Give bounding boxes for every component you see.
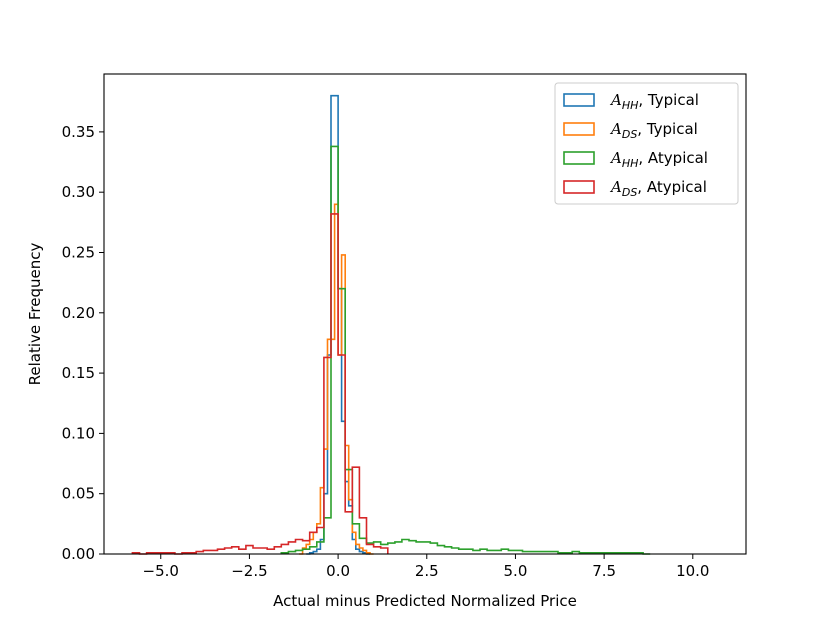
x-tick-label: 2.5: [415, 562, 439, 580]
legend-item: AHH, Typical: [563, 91, 699, 112]
legend-item: ADS, Typical: [563, 120, 698, 141]
x-tick-label: −2.5: [231, 562, 267, 580]
legend-label: AHH, Typical: [609, 91, 699, 112]
y-axis-label: Relative Frequency: [26, 243, 44, 386]
legend-label: AHH, Atypical: [609, 149, 708, 170]
y-tick-label: 0.25: [62, 243, 95, 261]
y-tick-label: 0.15: [62, 364, 95, 382]
legend-item: AHH, Atypical: [563, 149, 708, 170]
x-tick-label: 0.0: [326, 562, 350, 580]
y-tick-label: 0.35: [62, 123, 95, 141]
y-tick-label: 0.05: [62, 485, 95, 503]
x-tick-label: 10.0: [676, 562, 709, 580]
x-tick-label: 7.5: [592, 562, 616, 580]
y-tick-label: 0.30: [62, 183, 95, 201]
x-tick-label: 5.0: [504, 562, 528, 580]
legend-label: ADS, Typical: [609, 120, 698, 141]
y-tick-label: 0.10: [62, 424, 95, 442]
axes: −5.0 −2.5 0.0 2.5 5.0 7.5 10.0 0.00 0.05 0.10 0.15…: [62, 73, 747, 580]
legend-swatch: [563, 122, 595, 136]
legend-label: ADS, Atypical: [609, 178, 707, 199]
axes-frame: [103, 73, 747, 555]
histogram-series-3: [280, 145, 651, 555]
legend-swatch: [563, 93, 595, 107]
x-axis-label: Actual minus Predicted Normalized Price: [273, 592, 577, 610]
y-tick-label: 0.00: [62, 545, 95, 563]
legend-item: ADS, Atypical: [563, 178, 707, 199]
histogram-series-2: [299, 203, 374, 555]
legend-swatch: [563, 151, 595, 165]
legend-box: [554, 82, 739, 205]
legend: AHH, Typical ADS, Typical AHH, Atypical ADS…: [554, 82, 739, 205]
legend-swatch: [563, 180, 595, 194]
y-tick-label: 0.20: [62, 304, 95, 322]
x-tick-label: −5.0: [143, 562, 179, 580]
